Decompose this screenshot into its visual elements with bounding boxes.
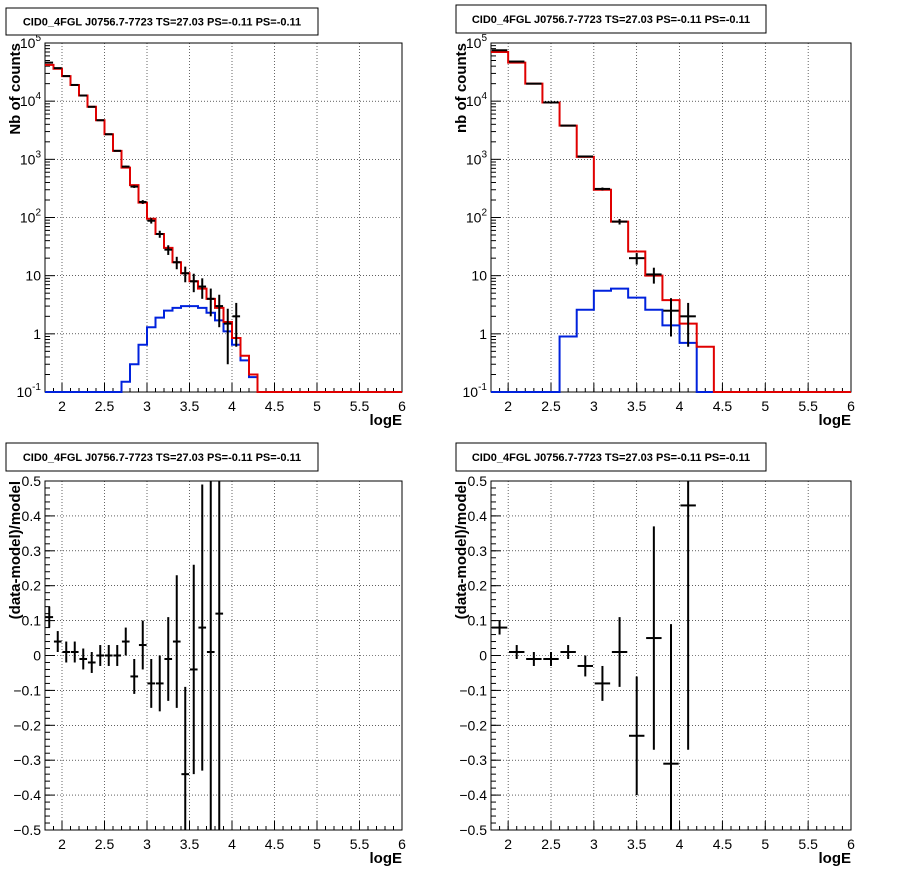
chart-panel-1: 2 2.5 3 3.5 4 4.5 5 5.5 610-1110102103104105logE…	[5, 7, 406, 429]
x-tick-label: 4.5	[265, 836, 285, 852]
y-tick-label: 102	[20, 208, 42, 226]
y-tick-label: −0.5	[13, 822, 41, 838]
x-tick-label: 5.5	[798, 836, 818, 852]
x-tick-label: 5	[761, 398, 769, 414]
y-axis-label: nb of counts	[453, 43, 470, 133]
x-tick-label: 3.5	[627, 398, 647, 414]
y-tick-label: 0.3	[468, 543, 488, 559]
x-tick-label: 4.5	[713, 836, 733, 852]
x-tick-label: 4	[676, 398, 684, 414]
x-tick-label: 2	[58, 398, 66, 414]
chart-panel-2: 2 2.5 3 3.5 4 4.5 5 5.5 610-1110102103104105logE…	[453, 4, 855, 429]
x-tick-label: 2.5	[95, 398, 115, 414]
chart-panel-3: 2 2.5 3 3.5 4 4.5 5 5.5 6 −0.5 −0.4 −0.3 −0.2 −0.1 0 0.…	[5, 442, 406, 867]
y-axis-label: Nb of counts	[7, 43, 24, 135]
x-tick-label: 6	[847, 836, 855, 852]
model-histogram	[45, 63, 402, 393]
x-tick-label: 5	[313, 398, 321, 414]
panel-title: CID0_4FGL J0756.7-7723 TS=27.03 PS=-0.11…	[472, 14, 750, 26]
y-tick-label: 102	[466, 208, 488, 226]
y-tick-label: −0.2	[13, 717, 41, 733]
y-tick-label: 0	[33, 648, 41, 664]
x-tick-label: 3.5	[627, 836, 647, 852]
y-tick-label: 0.2	[22, 578, 42, 594]
panel-title: CID0_4FGL J0756.7-7723 TS=27.03 PS=-0.11…	[23, 452, 301, 464]
x-tick-label: 3.5	[180, 836, 200, 852]
y-tick-label: −0.3	[459, 752, 487, 768]
panel-title-box	[455, 4, 767, 34]
y-tick-label: 0.3	[22, 543, 42, 559]
y-tick-label: −0.4	[13, 787, 41, 803]
x-tick-label: 6	[398, 836, 406, 852]
y-tick-label: 0	[479, 648, 487, 664]
x-tick-label: 5	[313, 836, 321, 852]
x-tick-label: 2	[504, 836, 512, 852]
x-tick-label: 4.5	[265, 398, 285, 414]
y-tick-label: 10-1	[17, 382, 42, 400]
x-tick-label: 4	[676, 836, 684, 852]
y-axis-label: (data-model)/model	[453, 481, 470, 619]
x-axis-label: logE	[819, 412, 852, 429]
x-tick-label: 4	[228, 836, 236, 852]
y-tick-label: 103	[466, 149, 488, 167]
y-tick-label: −0.4	[459, 787, 487, 803]
x-tick-label: 4.5	[713, 398, 733, 414]
y-tick-label: 10	[471, 268, 487, 284]
x-tick-label: 6	[847, 398, 855, 414]
y-tick-label: 0.1	[22, 613, 42, 629]
y-tick-label: 103	[20, 149, 42, 167]
x-tick-label: 5.5	[798, 398, 818, 414]
y-tick-label: −0.5	[459, 822, 487, 838]
x-tick-label: 5.5	[350, 836, 370, 852]
x-tick-label: 3.5	[180, 398, 200, 414]
x-tick-label: 2.5	[541, 836, 561, 852]
x-tick-label: 4	[228, 398, 236, 414]
y-tick-label: 10	[25, 268, 41, 284]
y-tick-label: −0.1	[459, 682, 487, 698]
y-tick-label: 10-1	[463, 382, 488, 400]
x-tick-label: 3	[590, 836, 598, 852]
x-tick-label: 5.5	[350, 398, 370, 414]
x-tick-label: 5	[761, 836, 769, 852]
panel-title-box	[455, 442, 767, 472]
panel-title-box	[5, 7, 319, 36]
x-tick-label: 3	[143, 398, 151, 414]
y-tick-label: 0.2	[468, 578, 488, 594]
x-tick-label: 2.5	[541, 398, 561, 414]
y-tick-label: 0.4	[22, 508, 42, 524]
x-axis-label: logE	[819, 850, 852, 867]
y-axis-label: (data-model)/model	[7, 481, 24, 619]
x-axis-label: logE	[370, 850, 403, 867]
x-tick-label: 3	[143, 836, 151, 852]
x-axis-label: logE	[370, 412, 403, 429]
x-tick-label: 2	[58, 836, 66, 852]
component-histogram	[491, 287, 851, 393]
y-tick-label: −0.2	[459, 717, 487, 733]
chart-panel-4: 2 2.5 3 3.5 4 4.5 5 5.5 6 −0.5 −0.4 −0.3 −0.2 −0.1 0 0.…	[453, 442, 855, 867]
x-tick-label: 3	[590, 398, 598, 414]
y-tick-label: 0.5	[468, 473, 488, 489]
y-tick-label: −0.3	[13, 752, 41, 768]
y-tick-label: 0.4	[468, 508, 488, 524]
x-tick-label: 2.5	[95, 836, 115, 852]
x-tick-label: 6	[398, 398, 406, 414]
y-tick-label: 0.1	[468, 613, 488, 629]
y-tick-label: 1	[479, 326, 487, 342]
y-tick-label: −0.1	[13, 682, 41, 698]
y-tick-label: 0.5	[22, 473, 42, 489]
y-tick-label: 1	[33, 326, 41, 342]
panel-title: CID0_4FGL J0756.7-7723 TS=27.03 PS=-0.11…	[472, 452, 750, 464]
panel-title: CID0_4FGL J0756.7-7723 TS=27.03 PS=-0.11…	[23, 17, 301, 29]
x-tick-label: 2	[504, 398, 512, 414]
panel-title-box	[5, 442, 319, 472]
